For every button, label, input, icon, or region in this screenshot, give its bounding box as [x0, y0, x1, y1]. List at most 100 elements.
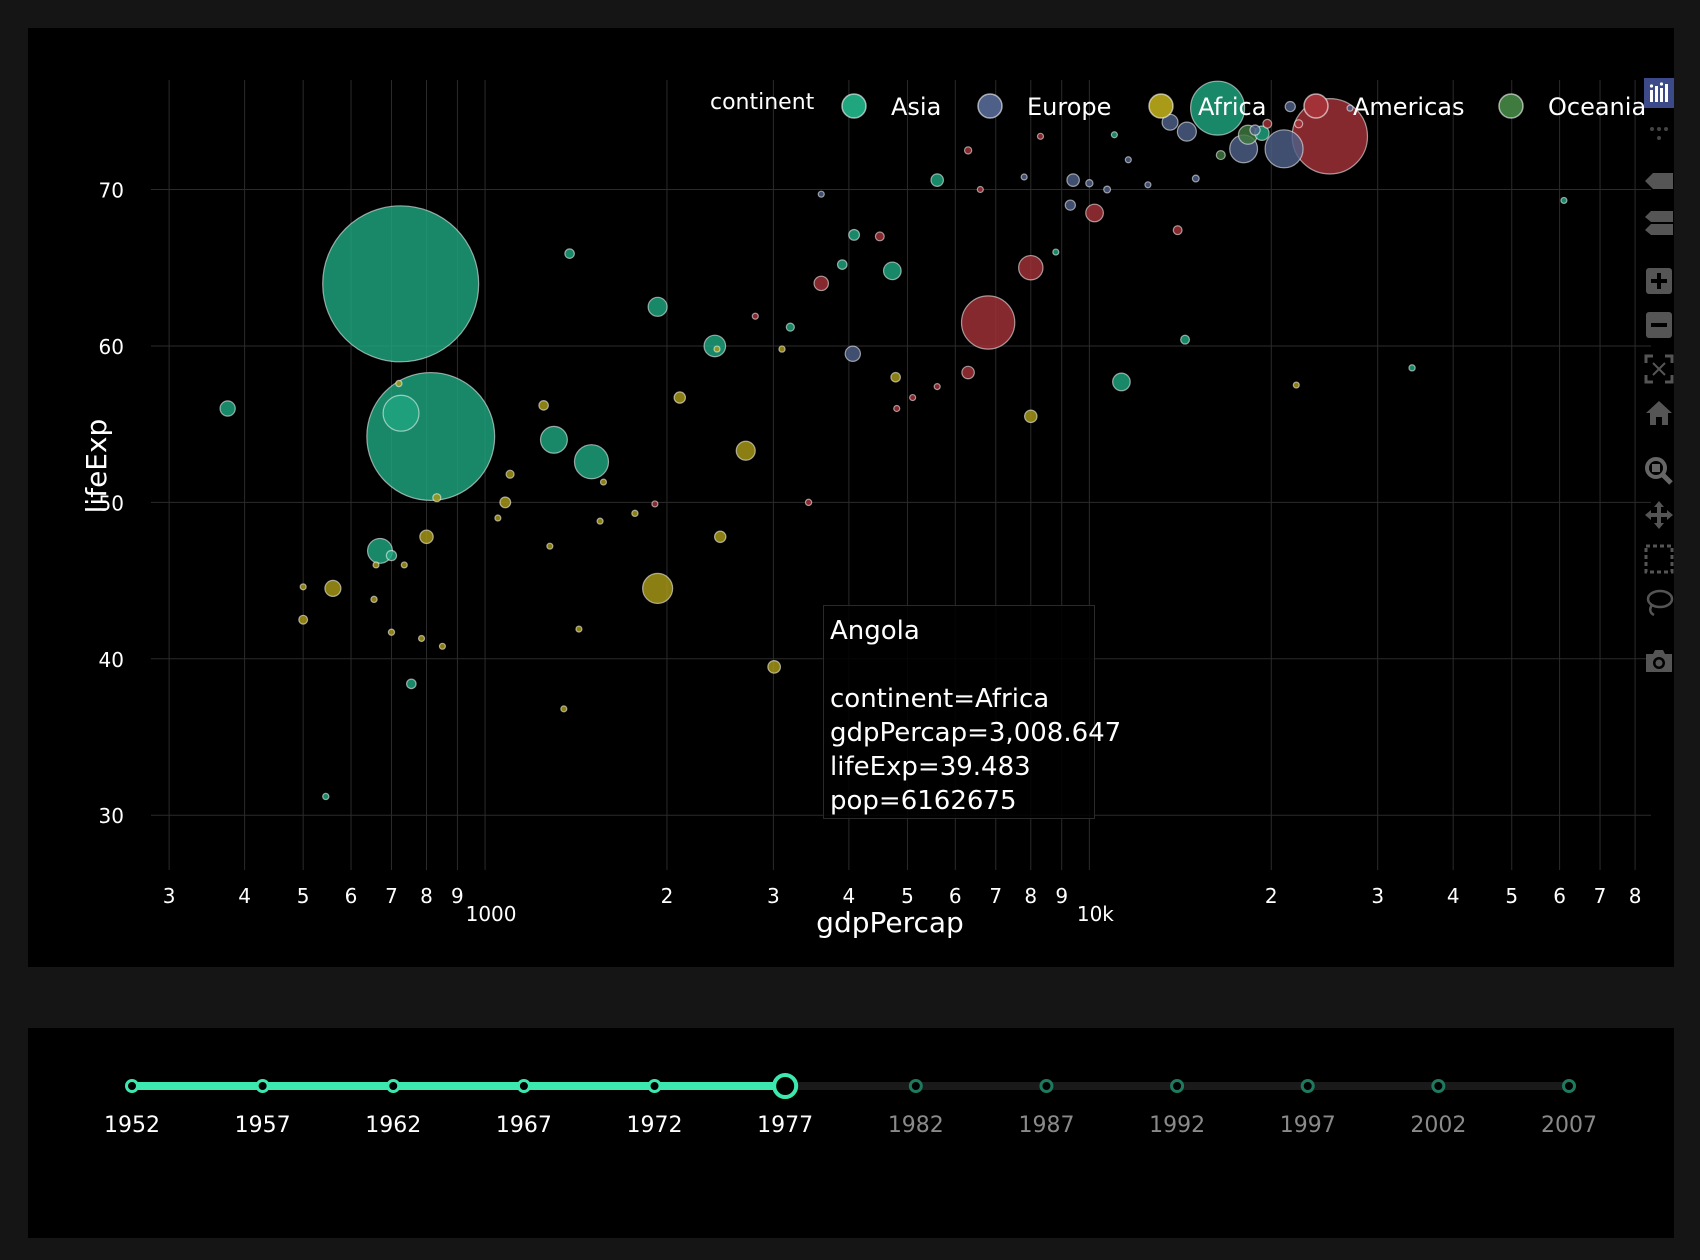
slider-step-1972[interactable] — [647, 1079, 662, 1093]
pan-icon[interactable] — [1642, 498, 1676, 532]
hover-multi-icon[interactable] — [1642, 206, 1676, 240]
bubble-asia[interactable] — [1408, 364, 1416, 372]
bubble-asia[interactable] — [785, 322, 795, 332]
bubble-americas[interactable] — [909, 393, 917, 402]
zoom-icon[interactable] — [1642, 454, 1676, 488]
bubble-americas[interactable] — [751, 312, 759, 320]
bubble-africa[interactable] — [599, 478, 608, 486]
lasso-select-icon[interactable] — [1642, 586, 1676, 620]
bubble-europe[interactable] — [1066, 173, 1080, 187]
slider-step-label[interactable]: 1982 — [888, 1113, 944, 1138]
bubble-americas[interactable] — [874, 231, 885, 242]
bubble-asia[interactable] — [322, 205, 480, 363]
reset-axes-icon[interactable] — [1642, 396, 1676, 430]
slider-step-label[interactable]: 1987 — [1018, 1113, 1074, 1138]
slider-step-label[interactable]: 1977 — [757, 1113, 813, 1138]
bubble-americas[interactable] — [804, 498, 813, 507]
slider-step-1992[interactable] — [1170, 1079, 1185, 1093]
slider-step-1962[interactable] — [386, 1079, 401, 1093]
bubble-europe[interactable] — [817, 190, 825, 198]
bubble-africa[interactable] — [546, 542, 554, 550]
bubble-asia[interactable] — [573, 444, 610, 480]
bubble-africa[interactable] — [387, 628, 396, 636]
bubble-asia[interactable] — [1110, 131, 1118, 139]
slider-handle[interactable] — [772, 1073, 799, 1099]
slider-step-label[interactable]: 1957 — [235, 1113, 291, 1138]
bubble-africa[interactable] — [372, 561, 380, 569]
zoom-in-icon[interactable] — [1642, 264, 1676, 298]
bubble-asia[interactable] — [1189, 80, 1246, 136]
autoscale-icon[interactable] — [1642, 352, 1676, 386]
bubble-americas[interactable] — [963, 146, 973, 155]
slider-step-label[interactable]: 1997 — [1280, 1113, 1336, 1138]
bubble-africa[interactable] — [1292, 381, 1300, 389]
bubble-asia[interactable] — [647, 296, 668, 317]
bubble-americas[interactable] — [933, 383, 941, 391]
bubble-asia[interactable] — [930, 173, 945, 187]
legend-item-asia[interactable]: Asia — [841, 93, 941, 121]
bubble-europe[interactable] — [1144, 181, 1152, 189]
bubble-asia[interactable] — [1052, 248, 1060, 256]
slider-step-label[interactable]: 1992 — [1149, 1113, 1205, 1138]
bubble-europe[interactable] — [844, 345, 862, 362]
slider-step-1997[interactable] — [1300, 1079, 1315, 1093]
bubble-americas[interactable] — [1172, 225, 1183, 236]
hover-compare-icon[interactable] — [1642, 120, 1676, 154]
bubble-africa[interactable] — [324, 579, 342, 598]
bubble-asia[interactable] — [1180, 334, 1191, 345]
legend-item-europe[interactable]: Europe — [977, 93, 1111, 121]
bubble-europe[interactable] — [1264, 129, 1304, 169]
bubble-africa[interactable] — [494, 514, 502, 522]
bubble-africa[interactable] — [735, 440, 756, 461]
slider-step-1952[interactable] — [125, 1079, 139, 1093]
bubble-africa[interactable] — [631, 509, 639, 518]
bubble-africa[interactable] — [499, 496, 512, 509]
bubble-africa[interactable] — [432, 493, 442, 503]
bubble-europe[interactable] — [1249, 124, 1261, 136]
camera-icon[interactable] — [1642, 644, 1676, 678]
bubble-asia[interactable] — [564, 248, 575, 259]
year-slider[interactable]: 1952 1957 1962 1967 1972 1977 1982 1987 1992 1997… — [28, 1028, 1674, 1238]
bubble-americas[interactable] — [893, 404, 901, 413]
bubble-americas[interactable] — [1262, 118, 1273, 129]
bubble-asia[interactable] — [385, 549, 398, 562]
bubble-africa[interactable] — [538, 400, 549, 411]
slider-step-label[interactable]: 1962 — [365, 1113, 421, 1138]
slider-step-2007[interactable] — [1562, 1079, 1576, 1093]
bubble-asia[interactable] — [703, 334, 727, 358]
slider-step-label[interactable]: 1972 — [627, 1113, 683, 1138]
legend-item-americas[interactable]: Americas — [1303, 93, 1465, 121]
slider-step-2002[interactable] — [1431, 1079, 1446, 1093]
bubble-americas[interactable] — [1036, 132, 1045, 140]
bubble-europe[interactable] — [1191, 174, 1200, 183]
bubble-africa[interactable] — [560, 705, 568, 713]
bubble-europe[interactable] — [1284, 100, 1296, 113]
hover-closest-icon[interactable] — [1642, 164, 1676, 198]
bubble-africa[interactable] — [400, 561, 408, 569]
bubble-asia[interactable] — [405, 678, 417, 690]
bubble-americas[interactable] — [960, 295, 1016, 350]
bubble-americas[interactable] — [961, 365, 975, 380]
bubble-africa[interactable] — [419, 529, 434, 545]
bubble-europe[interactable] — [1064, 199, 1076, 211]
slider-step-1967[interactable] — [516, 1079, 531, 1093]
zoom-out-icon[interactable] — [1642, 308, 1676, 342]
bubble-asia[interactable] — [539, 425, 568, 454]
bubble-africa[interactable] — [596, 517, 604, 525]
slider-step-label[interactable]: 1967 — [496, 1113, 552, 1138]
bubble-africa[interactable] — [713, 345, 721, 353]
bubble-europe[interactable] — [1085, 179, 1094, 188]
bubble-asia[interactable] — [322, 792, 330, 801]
bubble-americas[interactable] — [1085, 203, 1104, 223]
bubble-americas[interactable] — [651, 500, 659, 508]
bubble-africa[interactable] — [890, 371, 901, 383]
bubble-africa[interactable] — [505, 469, 515, 479]
slider-step-label[interactable]: 2002 — [1410, 1113, 1466, 1138]
bubble-europe[interactable] — [1176, 121, 1197, 142]
bubble-africa[interactable] — [713, 530, 727, 544]
slider-step-1987[interactable] — [1039, 1079, 1054, 1093]
slider-step-1982[interactable] — [908, 1079, 923, 1093]
bubble-europe[interactable] — [1346, 104, 1354, 112]
bubble-americas[interactable] — [1018, 254, 1044, 281]
bubble-americas[interactable] — [813, 275, 830, 292]
